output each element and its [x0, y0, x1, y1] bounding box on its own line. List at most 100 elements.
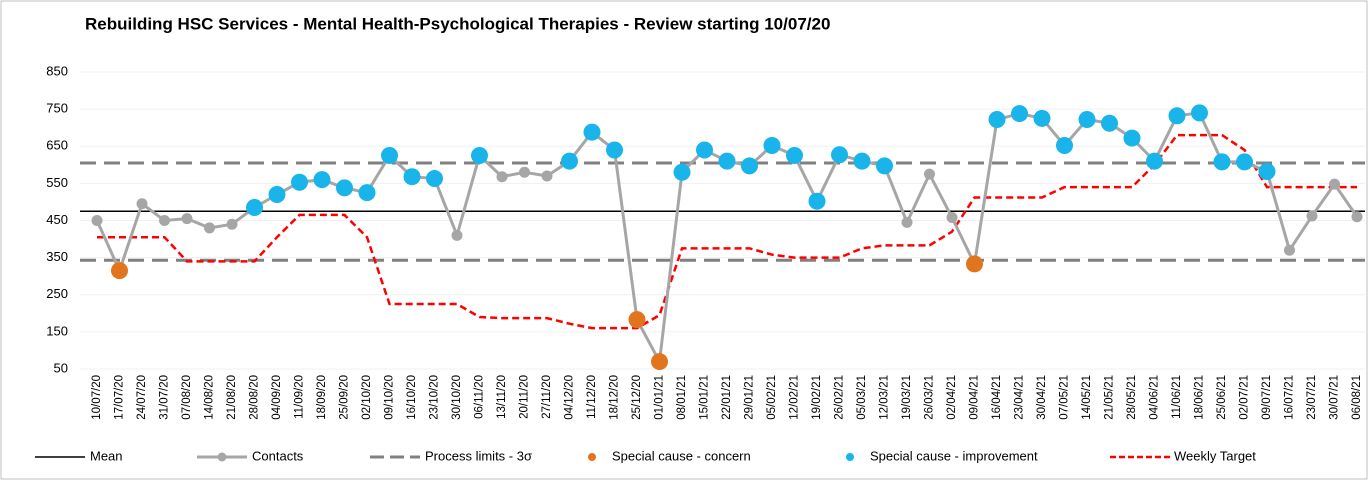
- special-cause-point: [1146, 152, 1163, 170]
- x-tick-label: 05/03/21: [856, 375, 868, 420]
- contacts-point: [1284, 244, 1295, 256]
- special-cause-point: [696, 141, 713, 159]
- special-cause-point: [1191, 104, 1208, 122]
- x-tick-label: 09/07/21: [1261, 375, 1273, 420]
- contacts-point: [226, 218, 238, 230]
- legend-label: Weekly Target: [1174, 448, 1256, 463]
- x-tick-label: 14/08/20: [204, 375, 216, 420]
- special-cause-point: [808, 192, 826, 210]
- special-cause-point: [651, 353, 668, 371]
- x-tick-label: 28/05/21: [1126, 375, 1138, 420]
- contacts-point: [924, 168, 935, 180]
- special-cause-point: [853, 152, 871, 170]
- x-tick-label: 24/07/20: [136, 375, 148, 420]
- x-tick-label: 16/10/20: [406, 375, 418, 420]
- contacts-point: [204, 222, 215, 234]
- legend-label: Process limits - 3σ: [425, 448, 532, 463]
- special-cause-point: [336, 179, 353, 197]
- legend-swatch: [588, 453, 596, 461]
- x-tick-label: 25/06/21: [1216, 375, 1228, 420]
- x-tick-label: 16/07/21: [1284, 375, 1296, 420]
- x-tick-label: 18/06/21: [1194, 375, 1206, 420]
- target-line: [97, 133, 1357, 330]
- chart-title: Rebuilding HSC Services - Mental Health-…: [85, 14, 830, 33]
- x-tick-label: 11/09/20: [294, 375, 306, 419]
- x-tick-label: 17/07/20: [114, 375, 126, 420]
- x-tick-label: 11/06/21: [1171, 375, 1183, 419]
- contacts-point: [159, 215, 170, 226]
- x-tick-label: 28/08/20: [249, 375, 261, 420]
- x-tick-label: 21/08/20: [226, 375, 238, 420]
- contacts-point: [901, 216, 913, 228]
- x-tick-label: 30/04/21: [1036, 375, 1048, 420]
- special-cause-point: [606, 141, 623, 159]
- x-tick-label: 02/10/20: [361, 375, 373, 420]
- contacts-point: [541, 170, 553, 182]
- contacts-point: [451, 229, 463, 241]
- x-tick-label: 23/04/21: [1014, 375, 1026, 420]
- special-cause-point: [1011, 105, 1028, 123]
- x-tick-label: 26/02/21: [834, 375, 846, 420]
- special-cause-point: [1123, 129, 1141, 147]
- legend-swatch: [846, 453, 854, 461]
- x-tick-label: 19/02/21: [811, 375, 823, 420]
- x-tick-label: 23/07/21: [1306, 375, 1318, 420]
- special-cause-point: [358, 184, 376, 202]
- legend-label: Special cause - improvement: [870, 448, 1038, 463]
- y-tick-label: 850: [46, 63, 68, 78]
- special-cause-point: [291, 173, 308, 191]
- y-tick-label: 450: [46, 212, 68, 227]
- special-cause-point: [966, 255, 983, 273]
- x-tick-label: 11/12/20: [586, 375, 598, 419]
- contacts-point: [91, 215, 103, 226]
- special-cause-point: [1056, 137, 1073, 155]
- x-tick-label: 13/11/20: [496, 375, 508, 419]
- x-tick-label: 18/09/20: [316, 375, 328, 420]
- x-tick-label: 08/01/21: [676, 375, 688, 420]
- special-cause-point: [718, 152, 736, 170]
- x-tick-label: 12/02/21: [789, 375, 801, 420]
- special-cause-point: [673, 163, 691, 181]
- special-cause-point: [471, 147, 488, 165]
- special-cause-point: [268, 186, 286, 204]
- special-cause-point: [741, 157, 758, 175]
- special-cause-point: [426, 170, 443, 188]
- special-cause-point: [763, 137, 781, 155]
- x-tick-label: 22/01/21: [721, 375, 733, 420]
- x-tick-label: 06/11/20: [474, 375, 486, 419]
- y-tick-label: 50: [54, 360, 68, 375]
- special-cause-point: [1168, 107, 1186, 125]
- legend-label: Special cause - concern: [612, 448, 751, 463]
- special-cause-point: [1033, 109, 1051, 127]
- special-cause-point: [313, 171, 331, 189]
- x-tick-label: 09/04/21: [969, 375, 981, 420]
- contacts-point: [496, 171, 508, 183]
- x-tick-label: 25/09/20: [339, 375, 351, 420]
- special-cause-point: [403, 168, 421, 186]
- x-tick-label: 04/09/20: [271, 375, 283, 420]
- x-tick-label: 12/03/21: [879, 375, 891, 420]
- x-tick-label: 31/07/20: [159, 375, 171, 420]
- legend-label: Contacts: [252, 448, 304, 463]
- x-tick-label: 26/03/21: [924, 375, 936, 420]
- x-tick-label: 06/08/21: [1351, 375, 1363, 420]
- special-cause-point: [381, 147, 398, 165]
- special-cause-point: [786, 147, 803, 165]
- x-tick-label: 19/03/21: [901, 375, 913, 420]
- contacts-point: [1351, 211, 1363, 223]
- x-tick-label: 20/11/20: [519, 375, 531, 419]
- special-cause-point: [1101, 114, 1118, 132]
- special-cause-point: [988, 111, 1006, 129]
- special-cause-point: [111, 262, 128, 280]
- special-cause-point: [561, 152, 578, 170]
- x-tick-label: 02/04/21: [946, 375, 958, 420]
- x-tick-label: 25/12/20: [631, 375, 643, 420]
- y-tick-label: 550: [46, 175, 68, 190]
- x-tick-label: 07/08/20: [181, 375, 193, 420]
- special-cause-point: [876, 157, 893, 175]
- y-tick-label: 650: [46, 138, 68, 153]
- x-tick-label: 09/10/20: [384, 375, 396, 420]
- x-tick-label: 18/12/20: [609, 375, 621, 420]
